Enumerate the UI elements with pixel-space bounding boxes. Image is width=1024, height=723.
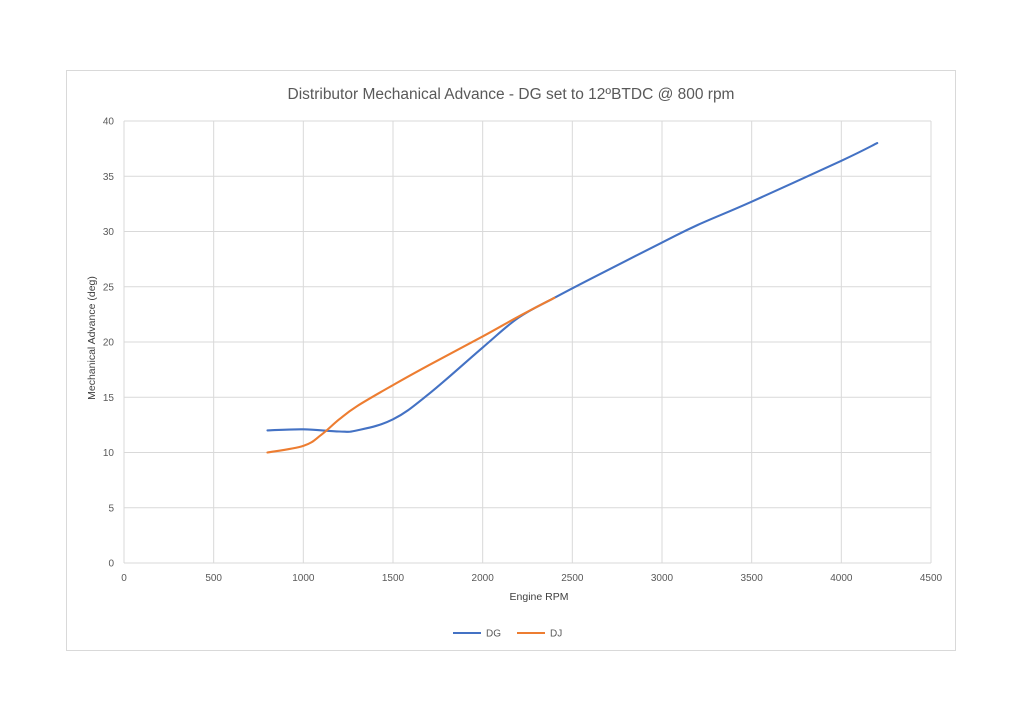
x-tick-label: 2000: [472, 573, 495, 584]
y-tick-label: 10: [103, 448, 115, 459]
chart-title: Distributor Mechanical Advance - DG set …: [288, 86, 735, 103]
chart-frame: Distributor Mechanical Advance - DG set …: [66, 70, 956, 651]
x-tick-label: 4500: [920, 573, 943, 584]
x-tick-label: 500: [205, 573, 222, 584]
y-axis-title: Mechanical Advance (deg): [86, 276, 98, 400]
legend-label-dg: DG: [486, 629, 501, 640]
y-tick-label: 30: [103, 227, 115, 238]
x-tick-label: 0: [121, 573, 127, 584]
axes: 0 500 1000 1500 2000 2500 3000 3500 4000 4500 0 5 10…: [103, 117, 943, 585]
x-tick-label: 4000: [830, 573, 853, 584]
y-tick-label: 35: [103, 172, 115, 183]
legend-label-dj: DJ: [550, 629, 562, 640]
series-line-dj: [266, 296, 556, 454]
y-tick-label: 0: [108, 559, 114, 570]
x-tick-label: 2500: [561, 573, 584, 584]
gridlines: [123, 120, 932, 564]
y-tick-label: 20: [103, 338, 115, 349]
y-tick-label: 15: [103, 393, 115, 404]
x-tick-label: 1500: [382, 573, 405, 584]
x-tick-label: 3000: [651, 573, 674, 584]
series-lines: [266, 142, 879, 454]
x-axis-title: Engine RPM: [510, 591, 569, 603]
legend: DG DJ: [453, 629, 562, 640]
y-tick-label: 40: [103, 117, 115, 128]
x-tick-label: 1000: [292, 573, 315, 584]
x-tick-label: 3500: [741, 573, 764, 584]
y-tick-label: 5: [108, 503, 114, 514]
line-chart: Distributor Mechanical Advance - DG set …: [86, 86, 943, 640]
y-tick-label: 25: [103, 282, 115, 293]
